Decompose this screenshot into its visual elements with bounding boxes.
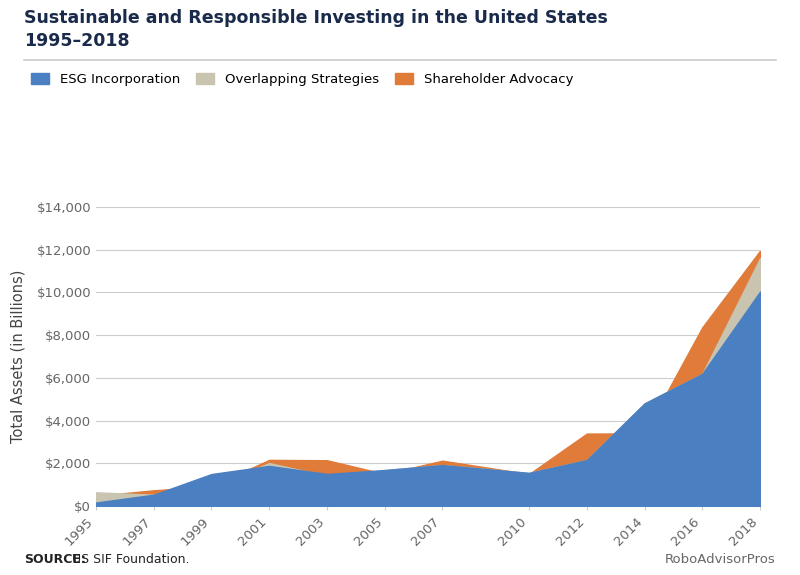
Legend: ESG Incorporation, Overlapping Strategies, Shareholder Advocacy: ESG Incorporation, Overlapping Strategie… bbox=[30, 72, 574, 86]
Text: US SIF Foundation.: US SIF Foundation. bbox=[68, 553, 190, 566]
Text: 1995–2018: 1995–2018 bbox=[24, 32, 130, 49]
Y-axis label: Total Assets (in Billions): Total Assets (in Billions) bbox=[10, 270, 26, 443]
Text: RoboAdvisorPros: RoboAdvisorPros bbox=[666, 553, 776, 566]
Text: Sustainable and Responsible Investing in the United States: Sustainable and Responsible Investing in… bbox=[24, 9, 608, 26]
Text: SOURCE:: SOURCE: bbox=[24, 553, 86, 566]
